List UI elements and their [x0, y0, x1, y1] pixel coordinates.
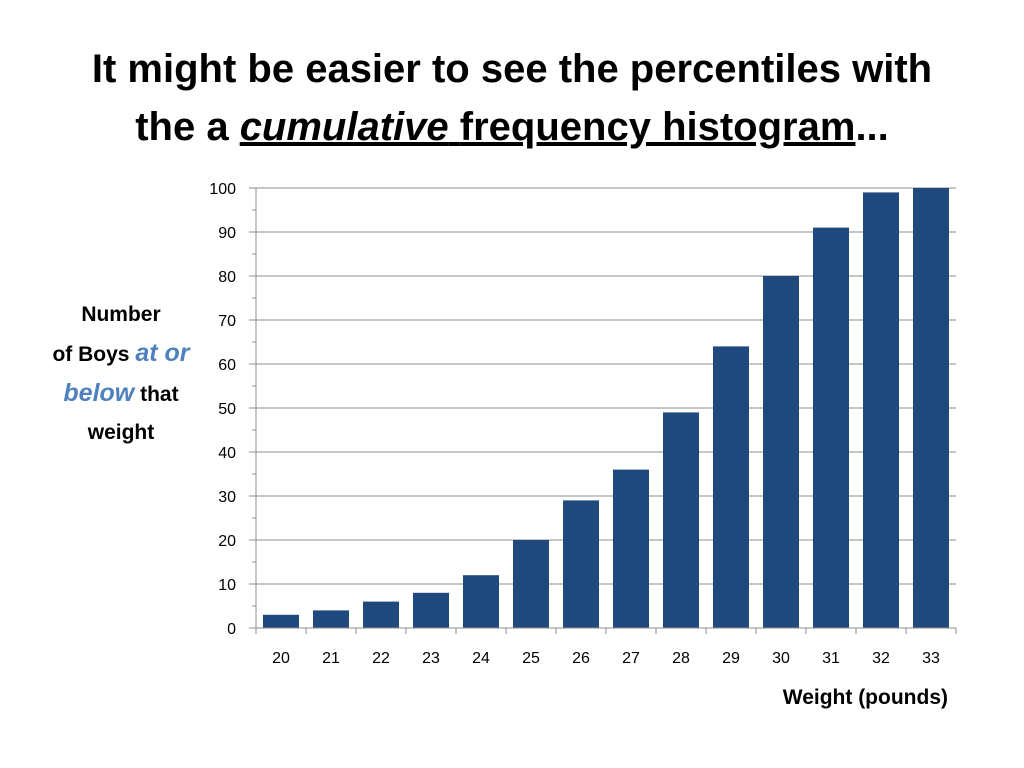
y-tick-label: 90 [218, 225, 236, 242]
x-tick-label: 32 [872, 650, 890, 667]
y-tick-label: 50 [218, 401, 236, 418]
x-tick-label: 29 [722, 650, 740, 667]
x-tick-label: 26 [572, 650, 590, 667]
x-tick-label: 33 [922, 650, 940, 667]
y-axis-title-plain-1: of Boys [52, 343, 136, 366]
bar [363, 601, 399, 628]
y-tick-label: 10 [218, 577, 236, 594]
y-axis-title-emphasis-1: at or [135, 339, 190, 367]
title-prefix: the a [135, 105, 240, 149]
y-tick-label: 60 [218, 357, 236, 374]
gridlines [256, 187, 956, 585]
y-axis-title-line-2: of Boys at or [30, 334, 212, 374]
y-axis-title-line-1: Number [81, 303, 161, 326]
bar [513, 540, 549, 628]
y-tick-label: 80 [218, 269, 236, 286]
x-tick-label: 21 [322, 650, 340, 667]
bar [763, 276, 799, 628]
x-tick-label: 20 [272, 650, 290, 667]
x-tick-labels: 20 21 22 23 24 25 26 27 28 29 30 31 32 33 [272, 650, 940, 667]
bar [863, 192, 899, 628]
bar [313, 610, 349, 628]
y-tick-label: 70 [218, 313, 236, 330]
y-axis-title-line-3: below that [30, 374, 212, 414]
bar [913, 188, 949, 628]
x-tick-label: 23 [422, 650, 440, 667]
bar [563, 500, 599, 628]
title-line-2: the a cumulative frequency histogram... [0, 98, 1024, 156]
y-tick-label: 40 [218, 445, 236, 462]
y-axis-title-plain-2: that [134, 383, 179, 406]
x-axis-title: Weight (pounds) [782, 686, 948, 709]
bar [613, 469, 649, 628]
y-axis-title-line-4: weight [87, 421, 155, 444]
y-tick-labels: 0 10 20 30 40 50 60 70 80 90 100 [209, 181, 236, 638]
x-tick-label: 25 [522, 650, 540, 667]
x-tick-label: 27 [622, 650, 640, 667]
x-tick-label: 22 [372, 650, 390, 667]
bar [663, 412, 699, 628]
x-tick-label: 31 [822, 650, 840, 667]
bar [713, 346, 749, 628]
bar [813, 227, 849, 628]
y-tick-label: 20 [218, 533, 236, 550]
bars [263, 188, 949, 628]
title-emphasis: cumulative [239, 105, 449, 149]
title-suffix: ... [855, 105, 889, 149]
bar [263, 614, 299, 628]
y-axis-title-emphasis-2: below [63, 379, 135, 407]
x-tick-label: 30 [772, 650, 790, 667]
slide-title: It might be easier to see the percentile… [0, 40, 1024, 156]
y-tick-label: 30 [218, 489, 236, 506]
y-tick-label: 0 [227, 621, 236, 638]
x-tick-label: 24 [472, 650, 490, 667]
bar [463, 575, 499, 628]
title-underlined: frequency histogram [459, 105, 856, 149]
title-line-1: It might be easier to see the percentile… [91, 47, 933, 91]
bar [413, 592, 449, 628]
y-tick-label: 100 [209, 181, 236, 198]
axes [249, 187, 957, 634]
y-axis-title: Number of Boys at or below that weight [30, 296, 212, 452]
x-tick-label: 28 [672, 650, 690, 667]
